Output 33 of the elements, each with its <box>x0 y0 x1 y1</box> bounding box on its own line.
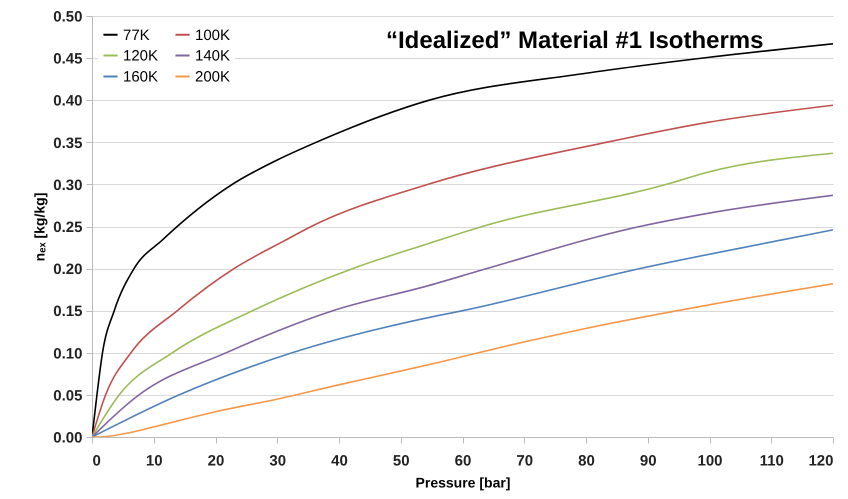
x-tick-label: 120 <box>808 452 834 470</box>
legend-label: 100K <box>195 26 230 44</box>
y-tick-label: 0.45 <box>53 50 82 68</box>
y-tick-label: 0.20 <box>53 261 82 278</box>
x-axis-title: Pressure [bar] <box>416 474 510 490</box>
y-axis-title: nₑₓ [kg/kg] <box>31 192 48 262</box>
y-tick-label: 0.00 <box>53 430 82 446</box>
y-tick-label: 0.05 <box>53 387 82 404</box>
y-tick-label: 0.25 <box>53 219 82 236</box>
x-tick-label: 0 <box>92 452 101 470</box>
legend-label: 120K <box>123 48 158 64</box>
x-tick-label: 60 <box>454 452 472 470</box>
x-tick-label: 90 <box>640 452 657 470</box>
y-tick-label: 0.35 <box>53 134 82 152</box>
y-tick-label: 0.10 <box>53 345 82 362</box>
x-tick-label: 10 <box>146 452 163 470</box>
text: “Idealized” Material #1 Isotherms <box>386 27 764 54</box>
legend-label: 160K <box>123 68 158 86</box>
x-tick-label: 80 <box>578 452 595 470</box>
y-tick-label: 0.40 <box>53 92 82 110</box>
x-tick-label: 40 <box>331 452 348 470</box>
x-tick-label: 110 <box>760 452 784 470</box>
x-tick-label: 50 <box>392 452 410 470</box>
x-tick-label: 100 <box>697 452 723 470</box>
legend-label: 200K <box>195 68 230 86</box>
y-tick-label: 0.15 <box>53 303 82 320</box>
x-tick-label: 70 <box>516 452 534 470</box>
y-tick-label: 0.30 <box>53 176 82 194</box>
x-tick-label: 30 <box>269 452 286 470</box>
y-tick-label: 0.50 <box>53 8 82 26</box>
legend-label: 140K <box>195 48 230 64</box>
x-tick-label: 20 <box>208 452 224 470</box>
legend-label: 77K <box>123 26 150 44</box>
